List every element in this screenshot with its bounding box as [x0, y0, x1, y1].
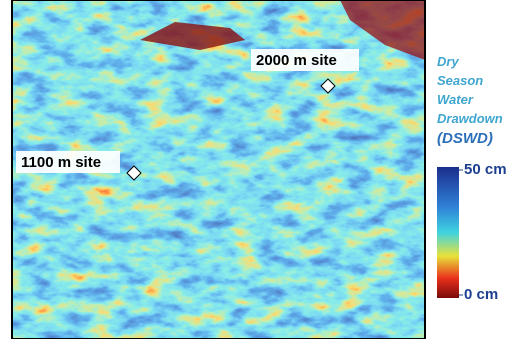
colorbar-label: 50 cm	[464, 161, 507, 178]
colorbar-label: 0 cm	[464, 286, 498, 303]
site-label: 2000 m site	[256, 52, 337, 69]
figure: 2000 m site 1100 m site Dry Season Water Dr…	[0, 0, 521, 339]
legend-title-line: Drawdown	[437, 111, 503, 126]
legend-title-line: Dry	[437, 54, 459, 69]
legend-title-line: Season	[437, 73, 483, 88]
map: 2000 m site 1100 m site	[12, 0, 425, 339]
legend-abbreviation: (DSWD)	[437, 130, 493, 147]
legend	[437, 167, 459, 298]
legend-title-line: Water	[437, 92, 474, 107]
site-label: 1100 m site	[21, 154, 101, 171]
colorbar	[437, 167, 459, 298]
